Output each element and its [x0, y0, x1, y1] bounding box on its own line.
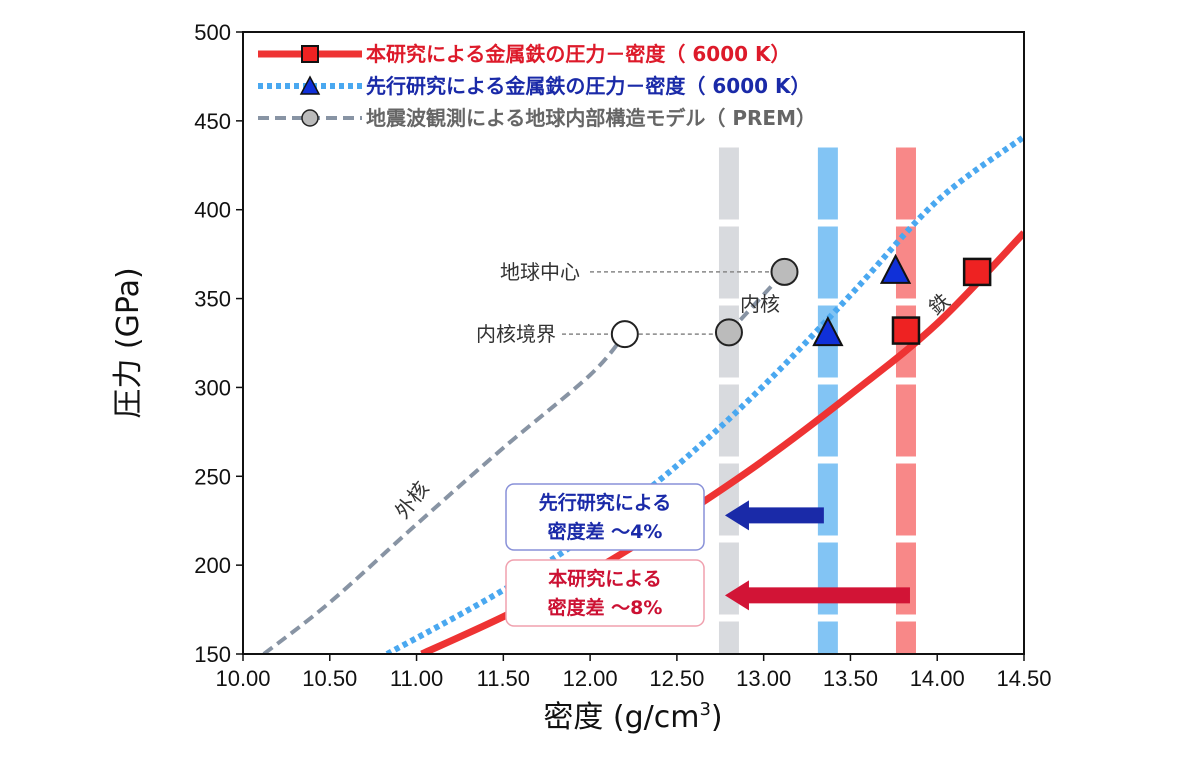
x-tick-label: 10.00 — [215, 666, 270, 691]
this-study-point — [891, 316, 921, 345]
x-tick-label: 12.00 — [563, 666, 618, 691]
x-tick-label: 11.00 — [390, 666, 443, 691]
prem-point — [714, 318, 743, 347]
y-tick-label: 500 — [194, 20, 231, 45]
legend-label-prem: 地震波観測による地球内部構造モデル（ PREM） — [366, 106, 816, 130]
x-tick-label: 10.50 — [302, 666, 357, 691]
y-tick-label: 450 — [194, 109, 231, 134]
previous-density-diff-box: 先行研究による 密度差 ～4% — [505, 483, 705, 551]
y-tick-label: 200 — [194, 553, 231, 578]
inner-core-boundary-label: 内核境界 — [476, 322, 556, 346]
previous-study-point — [812, 315, 844, 347]
previous-diff-line2: 密度差 ～4% — [548, 520, 663, 543]
this-study-diff-arrow-shaft — [746, 587, 910, 604]
x-axis-title: 密度 (g/cm3) — [543, 699, 722, 735]
series-points — [610, 253, 992, 349]
legend-label-this-study: 本研究による金属鉄の圧力－密度（ 6000 K） — [366, 42, 791, 66]
previous-study-line — [385, 134, 1024, 654]
legend: 本研究による金属鉄の圧力－密度（ 6000 K） 先行研究による金属鉄の圧力－密… — [258, 42, 816, 130]
density-bands — [718, 147, 916, 654]
prem-point — [610, 320, 639, 349]
x-tick-label: 14.50 — [996, 666, 1051, 691]
y-axis-ticks: 150 200 250 300 350 400 450 500 — [194, 20, 243, 667]
x-tick-label: 12.50 — [649, 666, 704, 691]
y-axis-title: 圧力 (GPa) — [111, 267, 146, 418]
guide-lines — [562, 271, 771, 335]
y-tick-label: 150 — [194, 642, 231, 667]
legend-label-previous: 先行研究による金属鉄の圧力－密度（ 6000 K） — [366, 74, 811, 98]
y-tick-label: 400 — [194, 198, 231, 223]
x-tick-label: 11.50 — [477, 666, 530, 691]
inner-core-label: 内核 — [740, 292, 780, 316]
legend-marker-square — [301, 45, 319, 63]
this-study-diff-line2: 密度差 ～8% — [548, 596, 663, 619]
x-tick-label: 14.00 — [910, 666, 965, 691]
density-difference-arrows — [724, 500, 910, 611]
y-tick-label: 300 — [194, 375, 231, 400]
legend-marker-circle — [301, 109, 319, 127]
y-tick-label: 350 — [194, 287, 231, 312]
this-study-diff-box-frame — [505, 559, 705, 627]
previous-diff-arrow-shaft — [746, 507, 824, 524]
previous-study-point — [879, 253, 912, 284]
prem-point — [770, 257, 799, 286]
previous-diff-line1: 先行研究による — [539, 491, 671, 514]
x-axis-ticks: 10.00 10.50 11.00 11.50 12.00 12.50 13.00 13.50… — [215, 654, 1052, 691]
earth-center-label: 地球中心 — [500, 260, 580, 284]
this-study-diff-line1: 本研究による — [548, 567, 661, 590]
x-tick-label: 13.00 — [736, 666, 791, 691]
plot-frame — [242, 31, 1025, 655]
previous-diff-box-frame — [505, 483, 705, 551]
x-tick-label: 13.50 — [823, 666, 878, 691]
y-tick-label: 250 — [194, 464, 231, 489]
prem-outer-core-line — [262, 332, 627, 654]
this-study-density-diff-box: 本研究による 密度差 ～8% — [505, 559, 705, 627]
this-study-diff-arrow-head — [724, 580, 749, 611]
previous-diff-arrow-head — [724, 500, 749, 531]
this-study-point — [962, 257, 992, 287]
legend-marker-triangle — [299, 75, 321, 95]
